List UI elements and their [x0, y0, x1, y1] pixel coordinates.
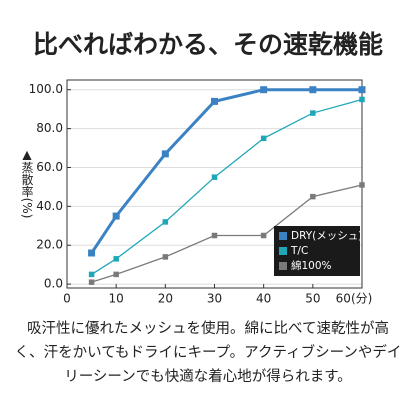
x-tick-label: 10	[109, 292, 124, 306]
y-tick-label: 0.0	[44, 277, 63, 291]
x-tick-label: 20	[158, 292, 173, 306]
x-tick-label: 60(分)	[336, 292, 373, 306]
data-point	[260, 86, 268, 94]
data-point	[260, 135, 267, 142]
data-point	[260, 232, 267, 239]
data-point	[88, 279, 95, 285]
y-tick-label: 20.0	[36, 238, 63, 252]
data-point	[112, 212, 120, 220]
x-tick-label: 50	[305, 292, 320, 306]
data-point	[359, 182, 365, 188]
y-tick-label: 40.0	[36, 199, 63, 213]
data-point	[310, 193, 316, 200]
legend-swatch	[279, 262, 287, 270]
data-point	[309, 86, 317, 94]
data-point	[162, 219, 169, 225]
description-line: く、汗をかいてもドライにキープ。アクティブシーンやデイ	[15, 343, 402, 361]
legend-swatch	[279, 247, 287, 255]
x-tick-label: 40	[256, 292, 271, 306]
data-point	[113, 256, 119, 262]
description-line: リーシーンでも快適な着心地が得られます。	[64, 367, 352, 385]
description-line: 吸汗性に優れたメッシュを使用。綿に比べて速乾性が高	[27, 320, 389, 337]
data-point	[211, 97, 218, 105]
data-point	[358, 86, 366, 94]
legend-label: 綿100%	[291, 259, 332, 272]
data-point	[211, 174, 218, 180]
data-point	[88, 249, 96, 257]
chart-title: 比べればわかる、その速乾機能	[33, 30, 383, 59]
y-tick-label: 80.0	[36, 121, 63, 135]
y-tick-label: 60.0	[36, 160, 63, 174]
x-tick-label: 0	[63, 292, 71, 306]
legend-box	[274, 226, 360, 276]
data-point	[211, 232, 218, 239]
data-point	[161, 150, 169, 158]
data-point	[162, 254, 169, 260]
legend-label: T/C	[290, 245, 308, 257]
x-tick-label: 30	[207, 292, 222, 306]
data-point	[359, 96, 365, 103]
data-point	[88, 271, 95, 278]
y-axis-label: ▲蒸散率(%)	[20, 148, 34, 219]
y-tick-label: 100.0	[29, 82, 63, 96]
legend-swatch	[279, 232, 287, 240]
legend-label: DRY(メッシュ)	[291, 230, 362, 242]
data-point	[310, 110, 316, 116]
data-point	[113, 271, 119, 278]
